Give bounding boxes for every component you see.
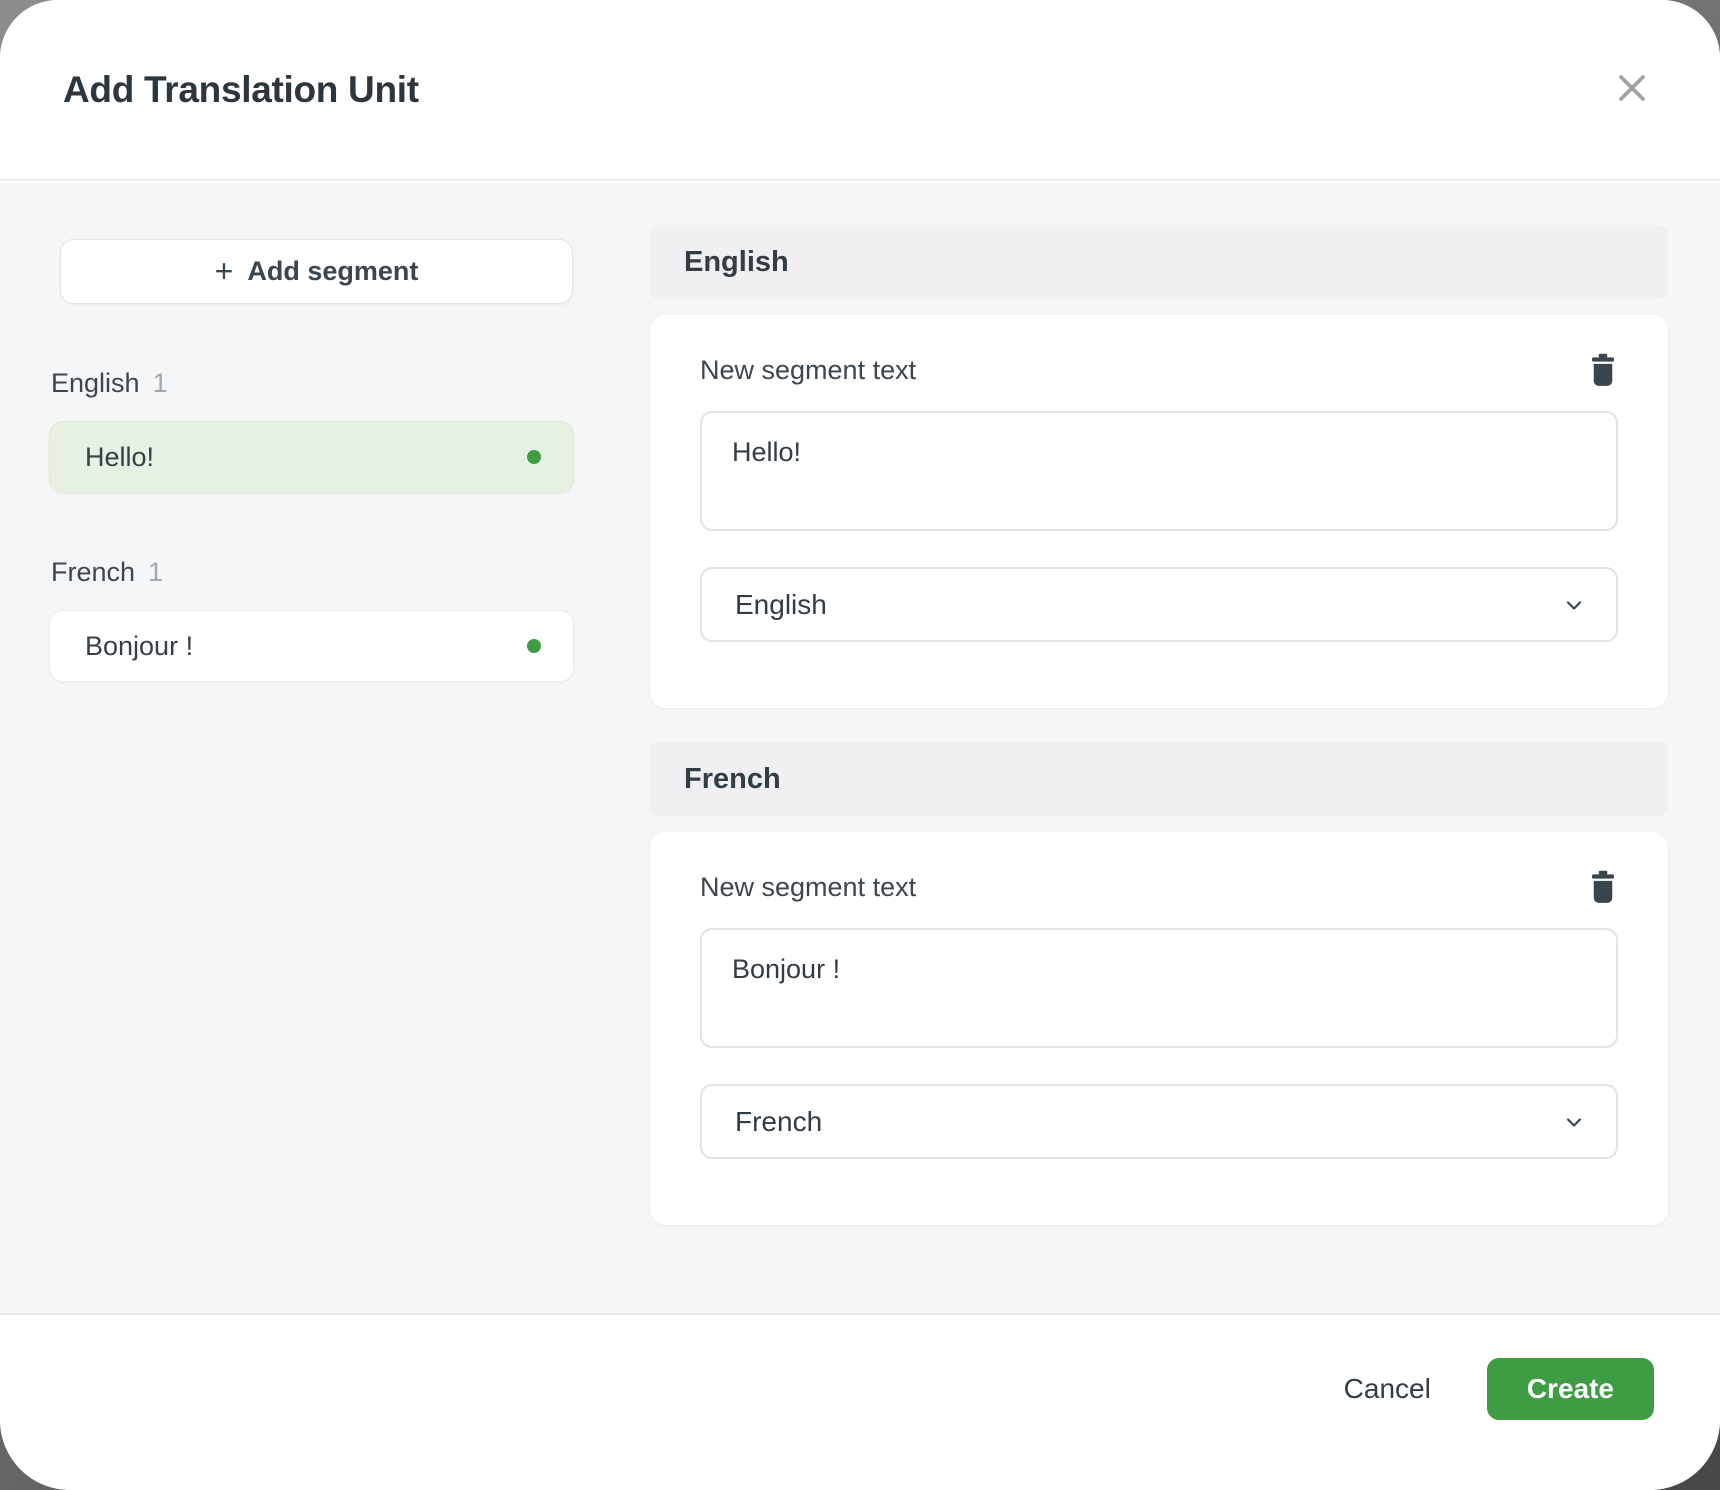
dialog-body: + Add segment English 1 Hello! French 1 … — [0, 183, 1720, 1313]
segment-card: New segment text — [650, 315, 1668, 708]
segment-text-input[interactable]: Hello! — [700, 411, 1618, 531]
segment-count-badge: 1 — [148, 557, 164, 587]
segment-item-text: Hello! — [85, 441, 155, 472]
add-segment-button[interactable]: + Add segment — [60, 239, 573, 304]
chevron-down-icon — [1560, 1108, 1588, 1136]
dialog-footer: Cancel Create — [0, 1313, 1720, 1490]
segment-field-label: New segment text — [700, 871, 917, 902]
segment-editor: English New segment text — [650, 225, 1668, 1313]
segment-card: New segment text — [650, 832, 1668, 1225]
trash-icon — [1588, 353, 1618, 387]
segment-text-input[interactable]: Bonjour ! — [700, 928, 1618, 1048]
status-dot-icon — [527, 639, 541, 653]
language-name: French — [51, 557, 136, 587]
delete-segment-button[interactable] — [1588, 870, 1618, 904]
language-select[interactable]: English — [700, 567, 1618, 642]
segment-card-header: New segment text — [700, 353, 1618, 387]
close-button[interactable] — [1604, 60, 1660, 116]
segment-field-label: New segment text — [700, 354, 917, 385]
segments-sidebar: + Add segment English 1 Hello! French 1 … — [49, 225, 574, 1313]
segment-count-badge: 1 — [152, 368, 168, 398]
language-name: English — [51, 368, 140, 398]
editor-section-french: French New segment text — [650, 742, 1668, 1225]
status-dot-icon — [527, 450, 541, 464]
close-icon — [1614, 70, 1650, 106]
cancel-button[interactable]: Cancel — [1343, 1372, 1431, 1404]
section-heading: English — [684, 245, 789, 278]
add-segment-label: Add segment — [247, 256, 419, 286]
dialog-title: Add Translation Unit — [63, 68, 419, 110]
language-group-label-french: French 1 — [51, 557, 574, 588]
section-heading: French — [684, 762, 781, 795]
trash-icon — [1588, 870, 1618, 904]
plus-icon: + — [214, 252, 234, 289]
segment-card-header: New segment text — [700, 870, 1618, 904]
language-select[interactable]: French — [700, 1084, 1618, 1159]
language-select-value: English — [735, 588, 827, 620]
segment-item-text: Bonjour ! — [85, 630, 194, 661]
segment-list-item-english[interactable]: Hello! — [49, 421, 574, 493]
segment-list-item-french[interactable]: Bonjour ! — [49, 610, 574, 682]
section-header-english: English — [650, 225, 1668, 299]
editor-section-english: English New segment text — [650, 225, 1668, 708]
chevron-down-icon — [1560, 591, 1588, 619]
dialog-header: Add Translation Unit — [0, 0, 1720, 181]
section-header-french: French — [650, 742, 1668, 816]
language-select-value: French — [735, 1105, 823, 1137]
language-group-label-english: English 1 — [51, 368, 574, 399]
delete-segment-button[interactable] — [1588, 353, 1618, 387]
create-button[interactable]: Create — [1486, 1357, 1654, 1420]
